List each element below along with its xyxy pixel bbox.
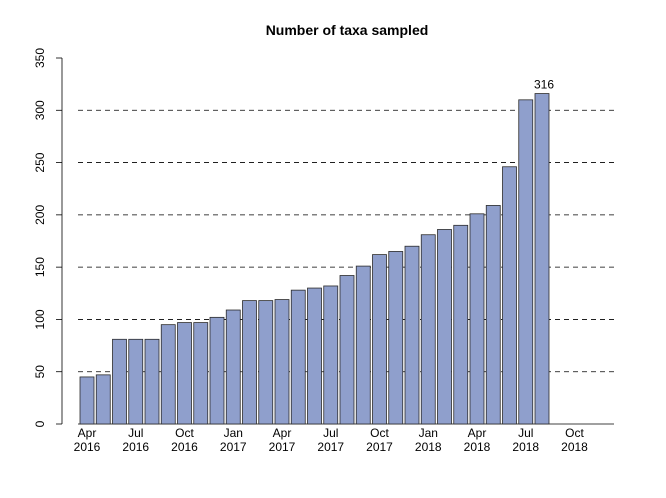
bar [144,338,160,425]
bars [79,93,550,425]
x-tick-label-year: 2017 [220,440,247,454]
x-tick-label-month: Apr [273,426,292,440]
bar [95,374,111,425]
x-tick-label-month: Jul [323,426,338,440]
bar [307,287,322,425]
x-tick-label-month: Oct [370,426,389,440]
x-tick-label-year: 2018 [415,440,442,454]
y-tick-label: 300 [33,100,47,120]
bar [339,275,355,425]
bar [355,265,371,425]
x-tick-label-year: 2016 [122,440,149,454]
bar [177,322,192,425]
y-tick-label: 250 [33,152,47,172]
bar [323,285,339,425]
bar [193,322,209,425]
x-tick-label-month: Jul [128,426,143,440]
annotations: 316 [534,78,554,92]
x-tick-label-month: Jan [224,426,243,440]
x-tick-label-month: Apr [468,426,487,440]
x-tick-label-month: Jan [419,426,438,440]
x-axis: Apr2016Jul2016Oct2016Jan2017Apr2017Jul20… [74,426,589,454]
bar [242,300,257,425]
x-tick-label-year: 2017 [366,440,393,454]
data-label: 316 [534,78,554,92]
bar [469,213,485,425]
bar [502,166,517,425]
bar [209,316,225,425]
bar [225,309,241,425]
bar [518,99,534,425]
x-tick-label-month: Oct [175,426,194,440]
y-tick-label: 0 [33,420,47,427]
bar [258,300,274,425]
x-tick-label-year: 2018 [512,440,539,454]
bar [372,254,387,425]
x-tick-label-month: Apr [78,426,97,440]
x-tick-label-year: 2018 [464,440,491,454]
bar [404,245,420,425]
y-tick-label: 100 [33,309,47,329]
y-tick-label: 200 [33,205,47,225]
bar [453,224,469,425]
x-tick-label-year: 2018 [561,440,588,454]
x-tick-label-month: Oct [565,426,584,440]
bar [128,338,144,425]
x-tick-label-year: 2017 [317,440,344,454]
bar [437,229,452,425]
y-tick-label: 50 [33,365,47,379]
x-tick-label-year: 2017 [269,440,296,454]
bar [420,234,436,425]
bar [160,324,176,425]
bar [79,376,95,425]
bar [290,289,306,425]
bar [534,93,550,425]
bar [274,299,290,425]
x-tick-label-year: 2016 [74,440,101,454]
y-tick-label: 350 [33,48,47,68]
bar [112,338,127,425]
x-tick-label-year: 2016 [171,440,198,454]
y-axis: 0 50 100 150 200 250 300 350 [33,48,63,427]
chart-title: Number of taxa sampled [266,22,429,38]
bar [388,251,404,425]
bar [485,205,501,425]
x-tick-label-month: Jul [518,426,533,440]
y-tick-label: 150 [33,257,47,277]
